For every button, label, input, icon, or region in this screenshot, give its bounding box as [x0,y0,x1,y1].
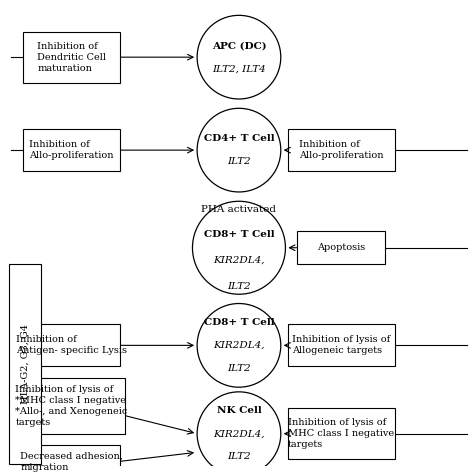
Text: Inhibition of
Dendritic Cell
maturation: Inhibition of Dendritic Cell maturation [37,42,106,73]
Text: Inhibition of
Allo-proliferation: Inhibition of Allo-proliferation [299,140,383,160]
Text: Decreased adhesion,
migration: Decreased adhesion, migration [20,452,123,472]
Text: CD8+ T Cell: CD8+ T Cell [204,230,274,239]
Text: KIR2DL4,: KIR2DL4, [213,256,264,265]
FancyBboxPatch shape [297,231,385,264]
Text: NK Cell: NK Cell [217,406,261,415]
FancyBboxPatch shape [23,32,120,83]
Text: ILT2: ILT2 [227,452,251,461]
Circle shape [192,201,285,294]
FancyBboxPatch shape [9,264,41,464]
FancyBboxPatch shape [23,129,120,171]
Text: Apoptosis: Apoptosis [317,243,365,252]
Text: KIR2DL4,: KIR2DL4, [213,341,264,350]
Text: Inhibition of lysis of
Allogeneic targets: Inhibition of lysis of Allogeneic target… [292,335,390,356]
Text: ILT2: ILT2 [227,282,251,291]
FancyBboxPatch shape [23,445,120,474]
FancyBboxPatch shape [288,129,395,171]
Circle shape [197,108,281,192]
Text: CD4+ T Cell: CD4+ T Cell [204,134,274,143]
Text: Inhibition of lysis of
MHC class I negative
targets: Inhibition of lysis of MHC class I negat… [288,418,394,449]
Text: Inhibition of
Allo-proliferation: Inhibition of Allo-proliferation [29,140,114,160]
Text: APC (DC): APC (DC) [211,41,266,50]
FancyBboxPatch shape [288,408,395,459]
Circle shape [197,303,281,387]
Circle shape [197,15,281,99]
Text: ILT2, ILT4: ILT2, ILT4 [212,64,266,73]
Text: KIR2DL4,: KIR2DL4, [213,429,264,438]
Text: HLA-G2, G3, G4: HLA-G2, G3, G4 [21,324,30,404]
Text: Inhibition of
Antigen- specific Lysis: Inhibition of Antigen- specific Lysis [16,335,127,356]
Circle shape [197,392,281,474]
Text: ILT2: ILT2 [227,364,251,373]
Text: CD8+ T Cell: CD8+ T Cell [204,318,274,327]
Text: PHA activated: PHA activated [201,205,276,214]
FancyBboxPatch shape [288,324,395,366]
FancyBboxPatch shape [18,378,125,434]
FancyBboxPatch shape [23,324,120,366]
Text: Inhibition of lysis of
*MHC class I negative
*Allo-, and Xenogeneic
targets: Inhibition of lysis of *MHC class I nega… [16,384,128,427]
Text: ILT2: ILT2 [227,157,251,166]
